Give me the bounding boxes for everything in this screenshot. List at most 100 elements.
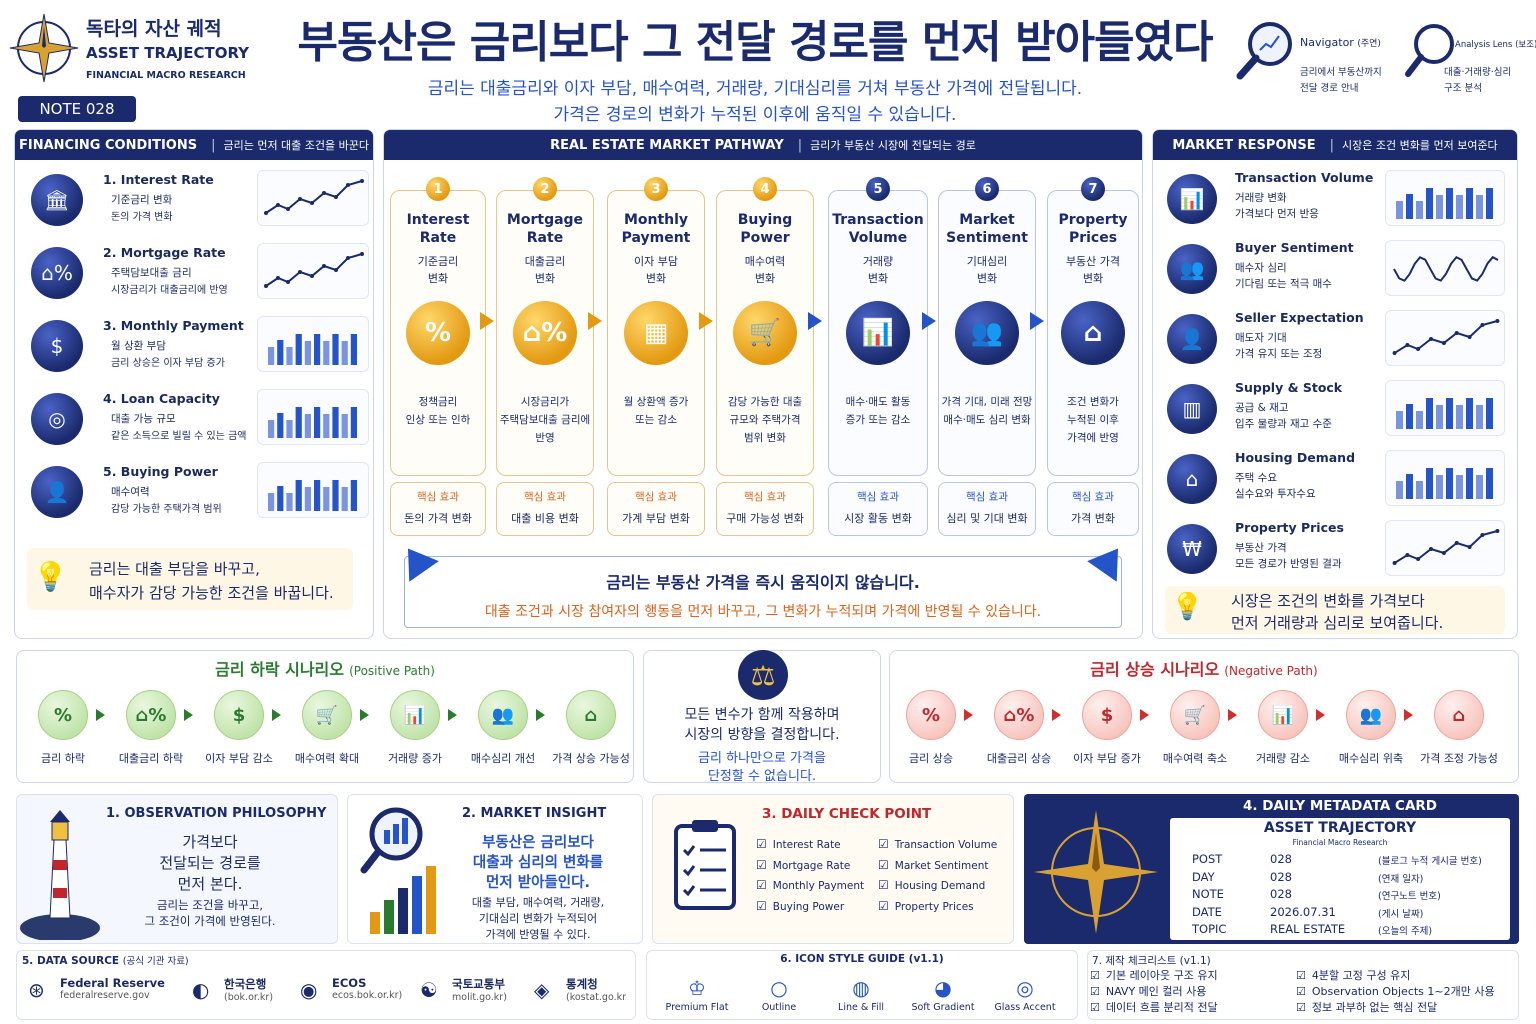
source-logo-icon: ◈: [534, 978, 550, 1002]
step-title: Interest Rate: [406, 212, 470, 246]
lens-analysis-l1: 대출·거래량·심리: [1444, 67, 1512, 78]
scenario-arrow-icon: [360, 709, 369, 721]
step-number: 2: [533, 177, 557, 201]
brand-kr-title: 독타의 자산 궤적: [86, 18, 222, 40]
financing-panel: FINANCING CONDITIONS | 금리는 먼저 대출 조건을 바꾼다 💡…: [14, 129, 374, 639]
daily-check-item: Monthly Payment: [756, 878, 864, 892]
step-title: Property Prices: [1058, 212, 1128, 246]
source-logo-icon: ☯: [420, 978, 438, 1002]
response-item: 📊 Transaction Volume 거래량 변화 가격보다 먼저 반응: [1163, 166, 1508, 232]
mini-chart: [257, 389, 369, 445]
flow-arrow-icon: [1030, 312, 1044, 330]
mini-chart: [1385, 240, 1505, 296]
mini-chart: [1385, 170, 1505, 226]
source-logo-icon: ◉: [300, 978, 318, 1002]
step-subtitle: 이자 부담 변화: [634, 255, 678, 285]
step-subtitle: 매수여력 변화: [744, 255, 786, 285]
response-panel: MARKET RESPONSE | 시장은 조건 변화를 먼저 보여준다 💡 시장은…: [1152, 129, 1518, 639]
checklist-item: Observation Objects 1~2개만 사용: [1296, 983, 1495, 999]
flow-arrow-icon: [588, 312, 602, 330]
scenario-step: 👥 매수심리 위축: [1326, 690, 1416, 766]
pathway-step: 3 Monthly Payment 이자 부담 변화 ▦ 월 상환액 증가 또는 감소: [607, 177, 705, 476]
scenario-arrow-icon: [536, 709, 545, 721]
style-sample-icon: ○: [770, 976, 788, 1000]
step-title: Buying Power: [737, 212, 793, 246]
daily-check-item: Housing Demand: [878, 878, 986, 892]
pathway-step: 4 Buying Power 매수여력 변화 🛒 감당 가능한 대출 규모와 주택가격 범위 변…: [716, 177, 814, 476]
scenario-step-icon: $: [214, 690, 264, 740]
response-item: 👤 Seller Expectation 매도자 기대 가격 유지 또는 조정: [1163, 306, 1508, 372]
response-item: ▥ Supply & Stock 공급 & 재고 입주 물량과 재고 수준: [1163, 376, 1508, 442]
financing-header: FINANCING CONDITIONS | 금리는 먼저 대출 조건을 바꾼다: [15, 130, 373, 160]
daily-check-item: Interest Rate: [756, 837, 841, 851]
flow-arrow-icon: [699, 312, 713, 330]
mini-chart: [257, 316, 369, 372]
scenario-step-icon: 📊: [1258, 690, 1308, 740]
scenario-step: ⌂% 대출금리 하락: [106, 690, 196, 766]
financing-tip: 💡 금리는 대출 부담을 바꾸고, 매수자가 감당 가능한 조건을 바꿉니다.: [27, 548, 353, 610]
metadata-row: TOPIC REAL ESTATE (오늘의 주제): [1192, 922, 1433, 937]
step-title: Transaction Volume: [832, 212, 924, 246]
lightbulb-icon: 💡: [33, 560, 68, 593]
financing-item: ◎ 4. Loan Capacity 대출 가능 규모 같은 소득으로 빌릴 수 있는…: [25, 385, 370, 451]
scenario-step: 👥 매수심리 개선: [458, 690, 548, 766]
scenario-step: % 금리 하락: [18, 690, 108, 766]
source-item: 통계청 (kostat.go.kr: [566, 977, 627, 1003]
response-header: MARKET RESPONSE | 시장은 조건 변화를 먼저 보여준다: [1153, 130, 1517, 160]
daily-check-item: Property Prices: [878, 899, 974, 913]
scenario-step: ⌂% 대출금리 상승: [974, 690, 1064, 766]
coins-icon: ◎: [31, 393, 83, 445]
style-sample-icon: ♔: [688, 976, 706, 1000]
scenario-step: ⌂ 가격 상승 가능성: [546, 690, 636, 766]
scenario-step: $ 이자 부담 증가: [1062, 690, 1152, 766]
style-sample-icon: ◍: [852, 976, 870, 1000]
step-description: 감당 가능한 대출 규모와 주택가격 범위 변화: [727, 396, 803, 444]
mini-chart: [257, 243, 369, 299]
brand-logo: [8, 12, 80, 84]
source-item: 한국은행 (bok.or.kr): [224, 977, 274, 1003]
data-source-box: [16, 950, 636, 1020]
magnifier-chart-icon: [356, 800, 446, 936]
checklist-item: 정보 과부하 없는 핵심 전달: [1296, 999, 1437, 1015]
pathway-step: 2 Mortgage Rate 대출금리 변화 ⌂% 시장금리가 주택담보대출 금리에 반영: [496, 177, 594, 476]
compass-icon: [1030, 806, 1162, 938]
step-subtitle: 기준금리 변화: [417, 255, 459, 285]
scenario-step: 📊 거래량 증가: [370, 690, 460, 766]
step-effect: 핵심 효과 시장 활동 변화: [828, 482, 928, 536]
scenario-arrow-icon: [1140, 709, 1149, 721]
source-logo-icon: ◐: [192, 978, 210, 1002]
scenario-step-icon: ⌂: [1434, 690, 1484, 740]
lighthouse-icon: [20, 800, 100, 942]
style-sample: ◎ Glass Accent: [990, 976, 1060, 1013]
step-description: 매수·매도 활동 증가 또는 감소: [845, 396, 911, 426]
page-subtitle-1: 금리는 대출금리와 이자 부담, 매수여력, 거래량, 기대심리를 거쳐 부동산…: [427, 79, 1083, 99]
step-subtitle: 기대심리 변화: [966, 255, 1008, 285]
flow-arrow-icon: [480, 312, 494, 330]
scenario-up-title: 금리 상승 시나리오 (Negative Path): [1090, 660, 1318, 679]
step-subtitle: 대출금리 변화: [524, 255, 566, 285]
checklist-item: 데이터 흐름 분리적 전달: [1090, 999, 1218, 1015]
style-sample: ♔ Premium Flat: [662, 976, 732, 1013]
scenario-arrow-icon: [1316, 709, 1325, 721]
financing-item: 👤 5. Buying Power 매수여력 감당 가능한 주택가격 범위: [25, 458, 370, 524]
step-number: 7: [1081, 177, 1105, 201]
house-percent-icon: ⌂%: [31, 247, 83, 299]
bar-chart-icon: 📊: [1167, 174, 1217, 224]
brand-subtitle: FINANCIAL MACRO RESEARCH: [86, 70, 246, 81]
scenario-step-icon: %: [906, 690, 956, 740]
daily-check-item: Buying Power: [756, 899, 844, 913]
scenario-step-icon: 📊: [390, 690, 440, 740]
bank-icon: 🏛: [31, 174, 83, 226]
mini-chart: [1385, 310, 1505, 366]
step-title: Mortgage Rate: [506, 212, 584, 246]
pathway-step: 6 Market Sentiment 기대심리 변화 👥 가격 기대, 미래 전망 매수·매도…: [938, 177, 1036, 476]
scenario-step-icon: $: [1082, 690, 1132, 740]
step-number: 6: [975, 177, 999, 201]
daily-check-item: Mortgage Rate: [756, 858, 851, 872]
scenario-step-icon: ⌂%: [994, 690, 1044, 740]
flow-arrow-icon: [808, 312, 822, 330]
scenario-step: ⌂ 가격 조정 가능성: [1414, 690, 1504, 766]
scenario-step-icon: ⌂%: [126, 690, 176, 740]
financing-item: $3. Monthly Payment 월 상환 부담 금리 상승은 이자 부담 증…: [25, 312, 370, 378]
people-icon: 👥: [1167, 244, 1217, 294]
